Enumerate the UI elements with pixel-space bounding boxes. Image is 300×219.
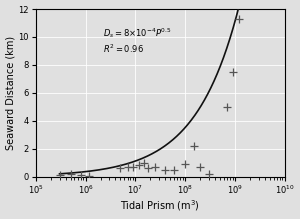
Point — [191, 144, 196, 148]
Point — [183, 162, 188, 166]
Point — [118, 166, 123, 170]
Point — [236, 17, 241, 21]
Point — [130, 165, 135, 168]
Point — [163, 168, 168, 171]
Point — [68, 172, 73, 175]
Point — [230, 70, 235, 74]
Point — [125, 165, 130, 168]
Point — [206, 172, 211, 175]
Point — [198, 165, 203, 168]
Point — [142, 161, 146, 164]
Point — [87, 174, 92, 178]
Point — [57, 173, 62, 177]
Text: $D_s = 8{\times}10^{-4}P^{0.5}$: $D_s = 8{\times}10^{-4}P^{0.5}$ — [103, 26, 172, 40]
Point — [78, 173, 83, 177]
Point — [137, 164, 142, 167]
Point — [153, 165, 158, 168]
X-axis label: Tidal Prism (m$^3$): Tidal Prism (m$^3$) — [120, 199, 200, 214]
Point — [172, 168, 176, 171]
Point — [225, 105, 230, 108]
Point — [146, 166, 150, 170]
Text: $R^2 = 0.96$: $R^2 = 0.96$ — [103, 42, 144, 55]
Y-axis label: Seaward Distance (km): Seaward Distance (km) — [6, 36, 16, 150]
